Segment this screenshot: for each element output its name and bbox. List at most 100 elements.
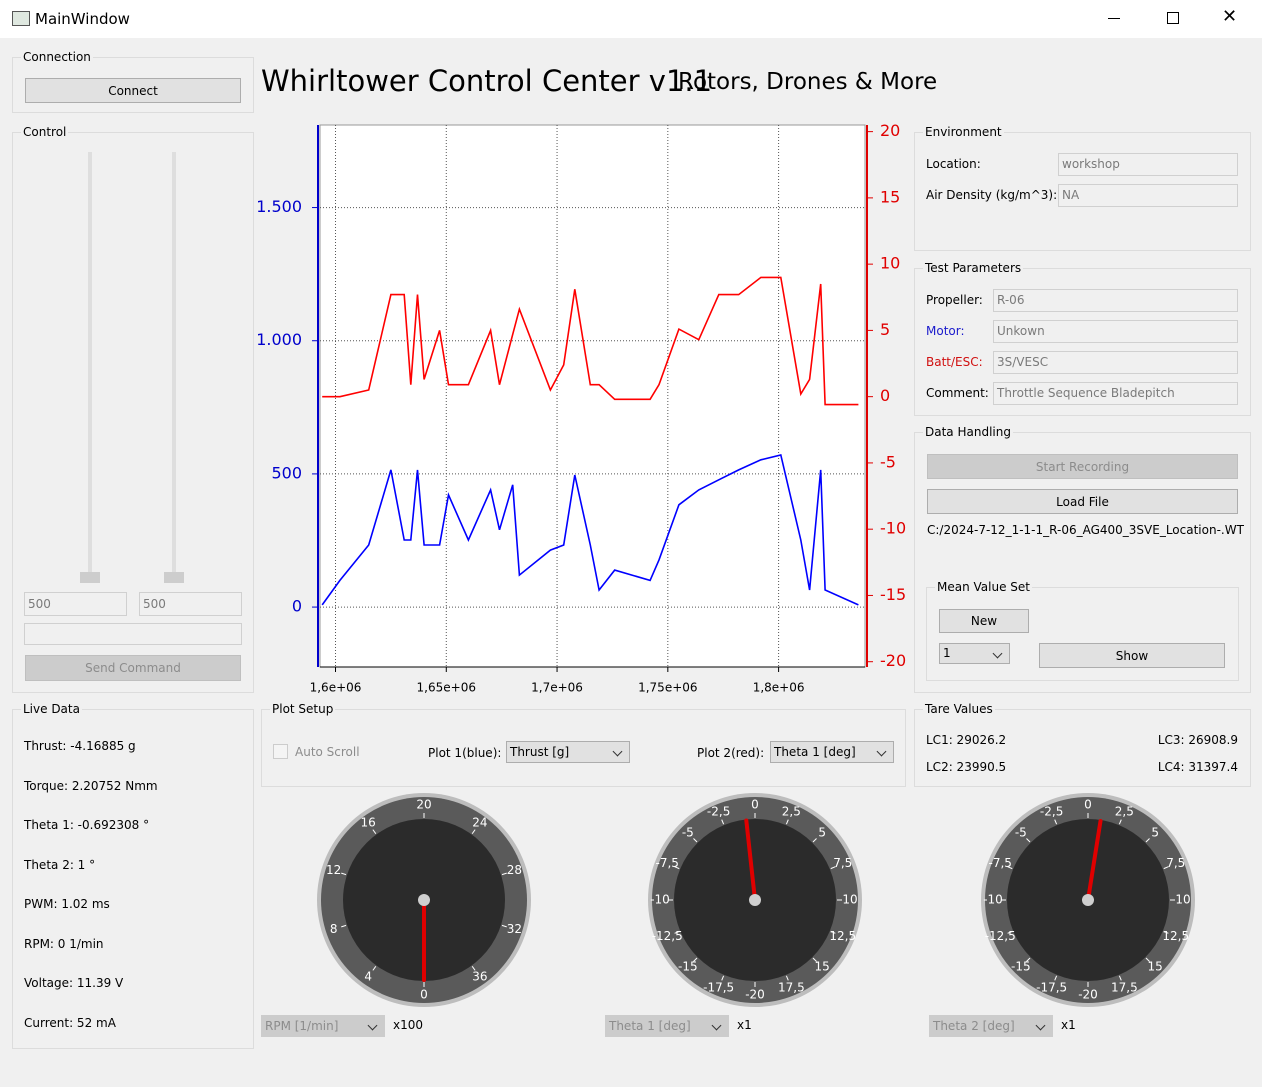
- group-title: Test Parameters: [923, 261, 1024, 275]
- gauge-tick: [693, 957, 698, 962]
- title-bar: MainWindow ✕: [0, 0, 1262, 38]
- field-label: Motor:: [926, 324, 965, 338]
- field-input[interactable]: 3S/VESC: [993, 351, 1238, 374]
- gauge-tick: [1163, 930, 1169, 934]
- plot-area: [319, 124, 866, 668]
- y2-tick-label: 0: [880, 386, 890, 405]
- gauge-tick-label: 15: [815, 960, 830, 974]
- window-title: MainWindow: [35, 10, 130, 28]
- tare-group: Tare Values: [914, 702, 1251, 787]
- control-group: Control: [12, 125, 254, 693]
- gauge-tick: [785, 975, 789, 981]
- y2-tick-label: -15: [880, 585, 906, 604]
- mean-select[interactable]: 1: [939, 643, 1010, 664]
- gauge-tick-label: -5: [1015, 825, 1027, 839]
- gauge-tick: [471, 966, 476, 971]
- y-tick-label: 0: [292, 597, 302, 616]
- plot1-label: Plot 1(blue):: [428, 746, 502, 760]
- slider-handle[interactable]: [164, 572, 184, 583]
- gauge-tick-label: -17,5: [703, 980, 734, 994]
- group-title: Mean Value Set: [935, 580, 1032, 594]
- gauge-tick-label: 2,5: [782, 805, 801, 819]
- connect-button[interactable]: Connect: [25, 78, 241, 103]
- live-value: Torque: 2.20752 Nmm: [24, 778, 158, 793]
- x-tick-label: 1,8e+06: [753, 681, 805, 695]
- text-input[interactable]: 500: [24, 592, 127, 616]
- plot1-select[interactable]: Thrust [g]: [506, 741, 630, 763]
- gauge-tick-label: 12: [326, 863, 341, 877]
- gauge-select[interactable]: Theta 1 [deg]: [605, 1015, 729, 1037]
- minimize[interactable]: [1108, 18, 1120, 19]
- gauge-needle: [1086, 818, 1103, 902]
- field-input[interactable]: Unkown: [993, 320, 1238, 343]
- mean-value-group: Mean Value Set: [926, 580, 1239, 681]
- y-tick-label: 1.500: [256, 197, 302, 216]
- start-recording-button[interactable]: Start Recording: [927, 454, 1238, 479]
- data-line: [321, 454, 859, 606]
- field-input[interactable]: R-06: [993, 289, 1238, 312]
- gauge-tick-label: -5: [682, 825, 694, 839]
- tare-value: LC4: 31397.4: [1157, 760, 1238, 774]
- field-input[interactable]: NA: [1058, 184, 1238, 207]
- test-parameters-group: Test Parameters: [914, 261, 1251, 416]
- command-input[interactable]: [24, 623, 242, 645]
- maximize[interactable]: [1167, 12, 1179, 24]
- x-tick-label: 1,7e+06: [531, 681, 583, 695]
- gauge-tick: [1145, 838, 1150, 843]
- gauge-tick-label: 8: [330, 922, 338, 936]
- live-value: Thrust: -4.16885 g: [24, 739, 136, 753]
- tare-value: LC2: 23990.5: [926, 760, 1007, 774]
- close[interactable]: ✕: [1222, 6, 1238, 27]
- connection-group: Connection: [12, 50, 254, 113]
- gauge-select[interactable]: Theta 2 [deg]: [929, 1015, 1053, 1037]
- gauge-tick: [785, 819, 789, 825]
- gauge-face: [652, 797, 858, 1003]
- y2-tick-label: -20: [880, 651, 906, 670]
- live-value: Theta 2: 1 °: [24, 857, 96, 872]
- field-label: Propeller:: [926, 293, 983, 307]
- gauge-tick: [1118, 819, 1122, 825]
- new-button[interactable]: New: [939, 609, 1029, 633]
- gauge-tick: [501, 872, 507, 876]
- show-button[interactable]: Show: [1039, 643, 1225, 668]
- gauge-tick-label: -15: [1011, 960, 1031, 974]
- checkbox[interactable]: [273, 744, 288, 759]
- gauge-factor: x1: [1061, 1018, 1076, 1032]
- y-tick-label: 500: [271, 463, 302, 482]
- gauge-tick-label: -20: [745, 988, 765, 1002]
- gauge-face: [321, 797, 527, 1003]
- y2-tick-label: -10: [880, 519, 906, 538]
- gauge-face: [985, 797, 1191, 1003]
- gauge-tick: [693, 838, 698, 843]
- gauge-dial: [343, 819, 505, 981]
- field-input[interactable]: workshop: [1058, 153, 1238, 176]
- group-title: Data Handling: [923, 425, 1013, 439]
- gauge-tick: [830, 930, 836, 934]
- gauge-tick-label: 0: [1084, 798, 1092, 812]
- text-input[interactable]: 500: [139, 592, 242, 616]
- y2-tick-label: 15: [880, 187, 900, 206]
- gauge-tick-label: -2,5: [707, 805, 730, 819]
- gauge-tick-label: 7,5: [833, 856, 852, 870]
- gauge-tick: [674, 866, 680, 870]
- slider-track: [88, 152, 92, 582]
- field-label: Air Density (kg/m^3):: [926, 188, 1058, 202]
- y-tick-label: 1.000: [256, 330, 302, 349]
- field-input[interactable]: Throttle Sequence Bladepitch: [993, 382, 1238, 405]
- load-file-button[interactable]: Load File: [927, 489, 1238, 514]
- send-button[interactable]: Send Command: [25, 655, 241, 681]
- gauge-tick: [1118, 975, 1122, 981]
- field-label: Batt/ESC:: [926, 355, 983, 369]
- gauge-tick-label: 24: [472, 816, 487, 830]
- gauge-tick: [812, 957, 817, 962]
- gauge-tick: [1026, 957, 1031, 962]
- live-value: PWM: 1.02 ms: [24, 897, 110, 911]
- gauge-tick-label: -17,5: [1036, 980, 1067, 994]
- gauge-dial: [674, 819, 836, 981]
- plot2-select[interactable]: Theta 1 [deg]: [770, 741, 894, 763]
- slider-handle[interactable]: [80, 572, 100, 583]
- gauge-tick-label: 0: [751, 798, 759, 812]
- gauge-select[interactable]: RPM [1/min]: [261, 1015, 385, 1037]
